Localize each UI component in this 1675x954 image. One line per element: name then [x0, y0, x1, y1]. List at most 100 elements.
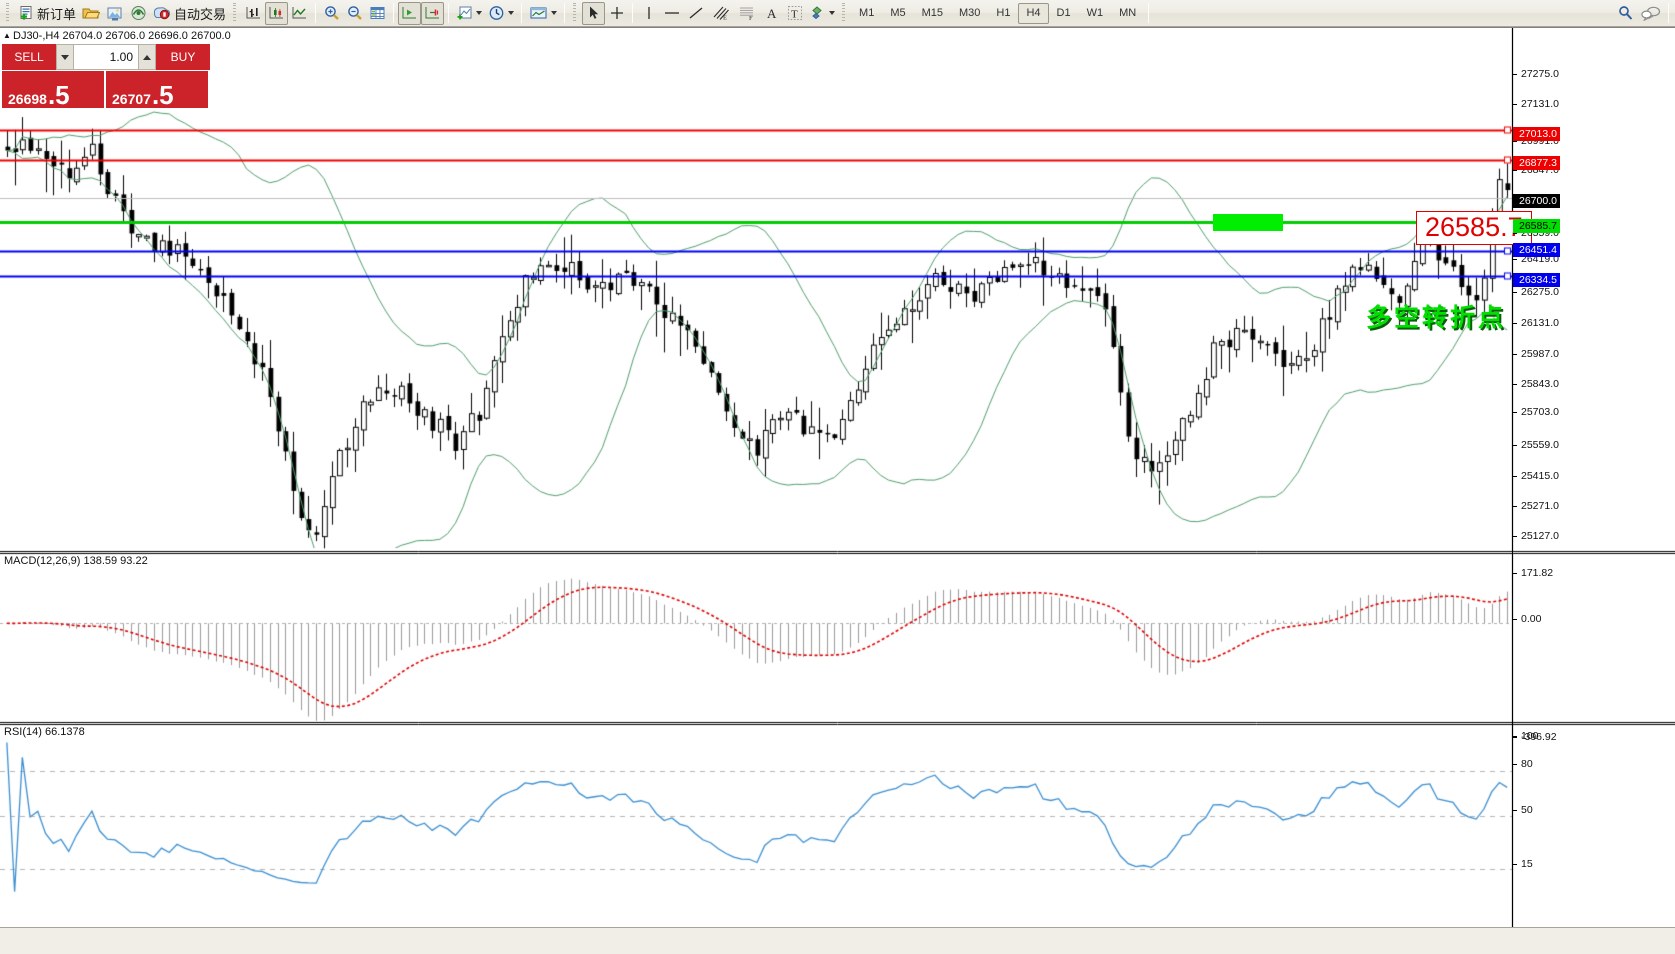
price-axis-divider	[1512, 28, 1513, 931]
templates-button[interactable]	[526, 2, 560, 25]
objects-caret-icon[interactable]	[829, 11, 836, 15]
save-picture-button[interactable]	[103, 2, 127, 25]
period-caret-icon[interactable]	[508, 11, 515, 15]
zoom-in-button[interactable]	[320, 2, 343, 25]
chart-canvas-area[interactable]: ▲ DJ30-,H4 26704.0 26706.0 26696.0 26700.…	[0, 27, 1675, 954]
label-button[interactable]: T	[783, 2, 806, 25]
cursor-button[interactable]	[582, 1, 606, 25]
support-level-1-badge[interactable]: 26451.4	[1513, 243, 1560, 257]
one-click-trading-panel[interactable]: SELL 1.00 BUY 26698 .5	[2, 44, 210, 108]
macd-tick-1: 0.00	[1513, 613, 1541, 625]
candlestick-chart-button[interactable]	[265, 1, 289, 25]
vertical-line-button[interactable]	[637, 2, 660, 25]
chart-text-annotation[interactable]: 多空转折点	[1366, 304, 1507, 332]
text-button[interactable]: A	[760, 2, 783, 25]
current-price-badge-badge[interactable]: 26700.0	[1513, 194, 1560, 208]
grid-icon	[369, 5, 386, 21]
toolbar-grip-3[interactable]	[572, 3, 580, 23]
bid-price-display[interactable]: 26698 .5	[2, 71, 104, 108]
chart-header: ▲ DJ30-,H4 26704.0 26706.0 26696.0 26700.…	[3, 30, 231, 42]
equidistant-channel-button[interactable]: E	[708, 2, 734, 25]
price-tick-12: 25559.0	[1513, 439, 1559, 451]
indicators-caret-icon[interactable]	[476, 11, 483, 15]
resistance-level-1-badge[interactable]: 27013.0	[1513, 127, 1560, 141]
zoom-out-button[interactable]	[343, 2, 366, 25]
save-as-picture-icon	[106, 5, 124, 21]
price-tick-7: 26275.0	[1513, 286, 1559, 298]
objects-icon	[809, 5, 826, 21]
cursor-icon	[587, 5, 601, 21]
toolbar-separator-8	[1668, 3, 1669, 23]
highlight-rectangle[interactable]	[1213, 214, 1283, 231]
auto-scroll-button[interactable]	[398, 1, 422, 25]
volume-increase-button[interactable]	[138, 45, 155, 69]
volume-decrease-button[interactable]	[57, 45, 74, 69]
volume-value[interactable]: 1.00	[74, 45, 138, 69]
timeframe-m30[interactable]: M30	[959, 7, 981, 19]
chart-shift-button[interactable]	[421, 1, 445, 25]
toolbar-grip-2[interactable]	[232, 3, 240, 23]
price-tick-15: 25127.0	[1513, 530, 1559, 542]
svg-text:T: T	[791, 9, 798, 21]
line-chart-button[interactable]	[288, 2, 311, 25]
search-button[interactable]	[1614, 2, 1638, 25]
timeframe-h1[interactable]: H1	[996, 7, 1011, 19]
data-window-button[interactable]	[127, 2, 150, 25]
rsi-tick-0: 100	[1513, 730, 1539, 742]
timeframe-h4[interactable]: H4	[1018, 2, 1049, 24]
toolbar-separator-3	[448, 3, 450, 23]
open-folder-button[interactable]	[79, 2, 103, 25]
toolbar-separator-1	[315, 3, 317, 23]
text-icon: A	[765, 5, 779, 21]
bid-price-fraction: .5	[47, 79, 70, 110]
toolbar-grip[interactable]	[5, 3, 12, 23]
trade-panel-price-row: 26698 .5 26707 .5	[2, 71, 210, 108]
resistance-level-2-badge[interactable]: 26877.3	[1513, 156, 1560, 170]
label-icon: T	[787, 5, 803, 21]
timeframe-m1[interactable]: M1	[859, 7, 875, 19]
timeframe-m5[interactable]: M5	[890, 7, 906, 19]
ask-price-display[interactable]: 26707 .5	[106, 71, 208, 108]
toolbar-separator-2	[393, 3, 395, 23]
horizontal-line-button[interactable]	[660, 2, 684, 25]
zoom-in-icon	[323, 5, 340, 21]
new-order-label: 新订单	[37, 6, 77, 22]
equidistant-channel-icon: E	[711, 5, 731, 21]
bar-chart-icon	[245, 5, 262, 21]
timeframe-mn[interactable]: MN	[1119, 7, 1137, 19]
macd-pane-label: MACD(12,26,9) 138.59 93.22	[4, 555, 148, 567]
objects-button[interactable]	[806, 2, 838, 25]
chat-button[interactable]	[1638, 2, 1664, 25]
buy-button[interactable]: BUY	[156, 44, 210, 70]
toolbar-separator-4	[521, 3, 523, 23]
price-tick-14: 25271.0	[1513, 500, 1559, 512]
autotrade-button[interactable]: 自动交易	[150, 2, 229, 25]
templates-caret-icon[interactable]	[551, 11, 558, 15]
timeframe-m15[interactable]: M15	[921, 7, 943, 19]
ask-price-integer: 26707	[112, 91, 151, 107]
chevron-down-icon	[61, 54, 69, 60]
price-callout-label[interactable]: 26585.7	[1416, 211, 1532, 246]
trendline-icon	[687, 5, 705, 21]
volume-stepper[interactable]: 1.00	[56, 44, 156, 70]
chart-drawing-surface[interactable]	[0, 28, 1675, 954]
support-level-2-badge[interactable]: 26334.5	[1513, 273, 1560, 287]
fibonacci-button[interactable]: F	[734, 2, 760, 25]
price-tick-8: 26131.0	[1513, 317, 1559, 329]
sell-button[interactable]: SELL	[2, 44, 56, 70]
grid-button[interactable]	[366, 2, 389, 25]
timeframe-w1[interactable]: W1	[1086, 7, 1104, 19]
trendline-button[interactable]	[684, 2, 708, 25]
data-window-icon	[130, 5, 147, 21]
toolbar-separator-5	[564, 3, 566, 23]
new-order-button[interactable]: 新订单	[15, 2, 79, 25]
price-tick-11: 25703.0	[1513, 406, 1559, 418]
crosshair-button[interactable]	[605, 2, 628, 25]
collapse-arrow-icon[interactable]: ▲	[3, 31, 11, 40]
period-button[interactable]	[485, 2, 517, 25]
toolbar-grip-4[interactable]	[841, 3, 849, 23]
indicators-button[interactable]	[453, 2, 485, 25]
timeframe-d1[interactable]: D1	[1056, 7, 1071, 19]
pivot-level-badge[interactable]: 26585.7	[1513, 219, 1560, 233]
bar-chart-button[interactable]	[242, 2, 265, 25]
